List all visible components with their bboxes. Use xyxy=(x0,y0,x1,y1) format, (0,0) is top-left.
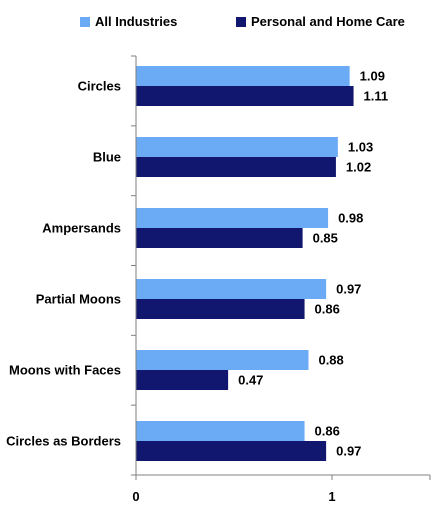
bar-personal-and-home-care-partial-moons xyxy=(136,299,305,319)
bar-personal-and-home-care-circles-as-borders xyxy=(136,441,327,461)
category-label-circles-as-borders: Circles as Borders xyxy=(6,434,121,449)
data-label-personal-and-home-care-circles: 1.11 xyxy=(364,89,389,104)
data-label-all-industries-circles: 1.09 xyxy=(360,69,385,84)
bar-all-industries-ampersands xyxy=(136,208,329,228)
bar-personal-and-home-care-circles xyxy=(136,86,354,106)
data-label-all-industries-partial-moons: 0.97 xyxy=(336,282,361,297)
bar-personal-and-home-care-ampersands xyxy=(136,228,303,248)
category-label-circles: Circles xyxy=(78,79,121,94)
bar-all-industries-blue xyxy=(136,137,338,157)
x-tick-label-0: 0 xyxy=(132,489,139,504)
data-label-personal-and-home-care-circles-as-borders: 0.97 xyxy=(336,444,361,459)
data-label-personal-and-home-care-ampersands: 0.85 xyxy=(313,231,338,246)
legend-swatch-personal-and-home-care xyxy=(236,16,246,27)
bar-all-industries-circles xyxy=(136,66,350,86)
legend-swatch-all-industries xyxy=(80,16,90,27)
category-label-ampersands: Ampersands xyxy=(42,221,121,236)
bar-personal-and-home-care-blue xyxy=(136,157,336,177)
data-label-all-industries-ampersands: 0.98 xyxy=(338,211,363,226)
bar-all-industries-moons-with-faces xyxy=(136,350,309,370)
data-label-personal-and-home-care-partial-moons: 0.86 xyxy=(315,302,340,317)
legend-item-personal-and-home-care: Personal and Home Care xyxy=(236,14,405,29)
data-label-all-industries-blue: 1.03 xyxy=(348,140,373,155)
data-label-all-industries-circles-as-borders: 0.86 xyxy=(315,424,340,439)
data-label-personal-and-home-care-blue: 1.02 xyxy=(346,160,371,175)
x-tick-label-1: 1 xyxy=(328,489,335,504)
bar-all-industries-partial-moons xyxy=(136,279,327,299)
chart-legend: All Industries Personal and Home Care xyxy=(0,14,437,34)
data-label-personal-and-home-care-moons-with-faces: 0.47 xyxy=(238,373,263,388)
category-label-blue: Blue xyxy=(93,150,121,165)
bar-all-industries-circles-as-borders xyxy=(136,421,305,441)
legend-item-all-industries: All Industries xyxy=(80,14,177,29)
bar-personal-and-home-care-moons-with-faces xyxy=(136,370,229,390)
legend-label-personal-and-home-care: Personal and Home Care xyxy=(251,14,405,29)
data-label-all-industries-moons-with-faces: 0.88 xyxy=(318,353,343,368)
category-label-moons-with-faces: Moons with Faces xyxy=(9,363,121,378)
legend-label-all-industries: All Industries xyxy=(95,14,178,29)
category-label-partial-moons: Partial Moons xyxy=(36,292,121,307)
